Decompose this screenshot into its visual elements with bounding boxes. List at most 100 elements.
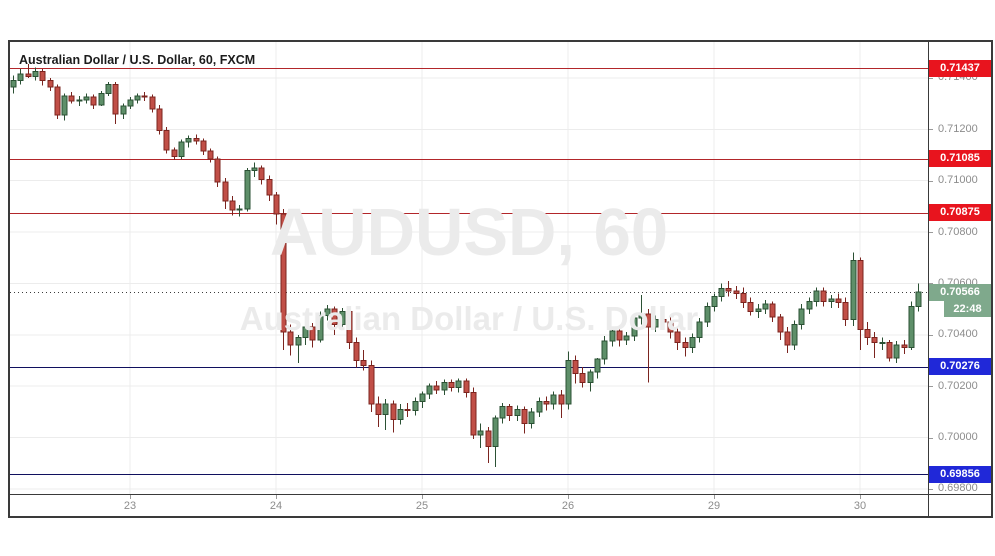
candle-body [324, 308, 331, 317]
candle-body [171, 149, 178, 157]
candle-body [331, 308, 338, 326]
candle-body [747, 302, 754, 313]
candle-body [733, 290, 740, 295]
price-axis-tick [929, 78, 933, 79]
price-axis-label: 0.70800 [938, 226, 978, 238]
candle-body [105, 83, 112, 94]
candle-body [17, 73, 24, 82]
candle-body [39, 71, 46, 82]
time-axis[interactable]: 23 24 25 26 29 30 [10, 495, 928, 516]
candle-body [908, 306, 915, 349]
candle-body [112, 83, 119, 115]
candle-body [120, 105, 127, 115]
last-update-time-badge: 22:48 [944, 301, 991, 317]
candle-body [725, 288, 732, 292]
price-axis-separator [928, 42, 929, 516]
candle-body [828, 298, 835, 302]
candle-body [244, 169, 251, 210]
price-axis-tick [929, 335, 933, 336]
candle-body [32, 71, 39, 78]
candle-body [404, 408, 411, 412]
time-axis-label: 30 [853, 500, 867, 512]
candle-body [441, 381, 448, 391]
price-axis-tick [929, 181, 933, 182]
time-axis-tick [422, 495, 423, 499]
candle-body [579, 372, 586, 383]
candle-body [813, 290, 820, 302]
candle-body [915, 291, 922, 308]
candle-body [587, 371, 594, 383]
candle-body [631, 317, 638, 337]
candle-body [156, 108, 163, 132]
price-axis-label: 0.71000 [938, 174, 978, 186]
price-axis-label: 0.70200 [938, 380, 978, 392]
price-axis[interactable]: 0.69800 0.70000 0.70200 0.70400 0.70600 0.708… [929, 42, 991, 494]
candle-body [266, 178, 273, 196]
candle-body [638, 313, 645, 319]
price-axis-tick [929, 438, 933, 439]
chart-plot-area[interactable]: AUDUSD, 60 Australian Dollar / U.S. Doll… [10, 42, 928, 494]
candle-body [433, 385, 440, 391]
candle-body [426, 385, 433, 395]
candle-body [806, 300, 813, 310]
candle-body [229, 200, 236, 211]
candle-body [419, 393, 426, 403]
price-level-badge: 0.71085 [929, 150, 991, 167]
candle-body [740, 293, 747, 304]
candle-body [777, 316, 784, 333]
candle-body [236, 208, 243, 211]
candle-body [528, 411, 535, 424]
candle-body [54, 86, 61, 116]
candle-body [98, 92, 105, 106]
candle-body [287, 331, 294, 346]
candle-body [835, 298, 842, 304]
candle-body [601, 340, 608, 360]
candle-body [798, 308, 805, 326]
candle-body [660, 318, 667, 323]
candle-body [302, 326, 309, 338]
candle-body [879, 341, 886, 344]
candle-body [784, 331, 791, 346]
candle-body [382, 403, 389, 415]
candle-body [463, 380, 470, 394]
time-axis-separator [10, 494, 991, 495]
chart-title[interactable]: Australian Dollar / U.S. Dollar, 60, FXC… [19, 53, 256, 67]
candle-body [470, 392, 477, 436]
candle-body [448, 381, 455, 388]
candle-body [127, 99, 134, 107]
axis-corner [929, 495, 991, 516]
candle-body [280, 213, 287, 333]
candle-body [76, 99, 83, 102]
price-axis-label: 0.70000 [938, 431, 978, 443]
time-axis-label: 26 [561, 500, 575, 512]
price-level-badge: 0.71437 [929, 60, 991, 77]
candle-body [339, 311, 346, 325]
candle-body [901, 344, 908, 349]
candle-body [360, 359, 367, 367]
candle-body [141, 95, 148, 98]
time-axis-label: 29 [707, 500, 721, 512]
candle-body [47, 80, 54, 88]
candle-body [90, 96, 97, 106]
candle-body [689, 336, 696, 349]
candle-body [572, 359, 579, 374]
candle-body [711, 295, 718, 308]
candle-body [200, 140, 207, 152]
price-axis-tick [929, 129, 933, 130]
candle-body [696, 321, 703, 338]
candle-body [521, 408, 528, 424]
candle-body [704, 306, 711, 323]
candle-body [134, 95, 141, 101]
candle-body [652, 318, 659, 328]
candle-body [623, 335, 630, 341]
candle-body [609, 330, 616, 342]
candle-body [375, 403, 382, 415]
candle-body [273, 194, 280, 215]
candlestick-chart[interactable] [10, 42, 928, 494]
candle-body [10, 80, 17, 88]
candle-body [309, 326, 316, 341]
candle-body [353, 341, 360, 361]
candle-body [149, 96, 156, 110]
time-axis-tick [568, 495, 569, 499]
